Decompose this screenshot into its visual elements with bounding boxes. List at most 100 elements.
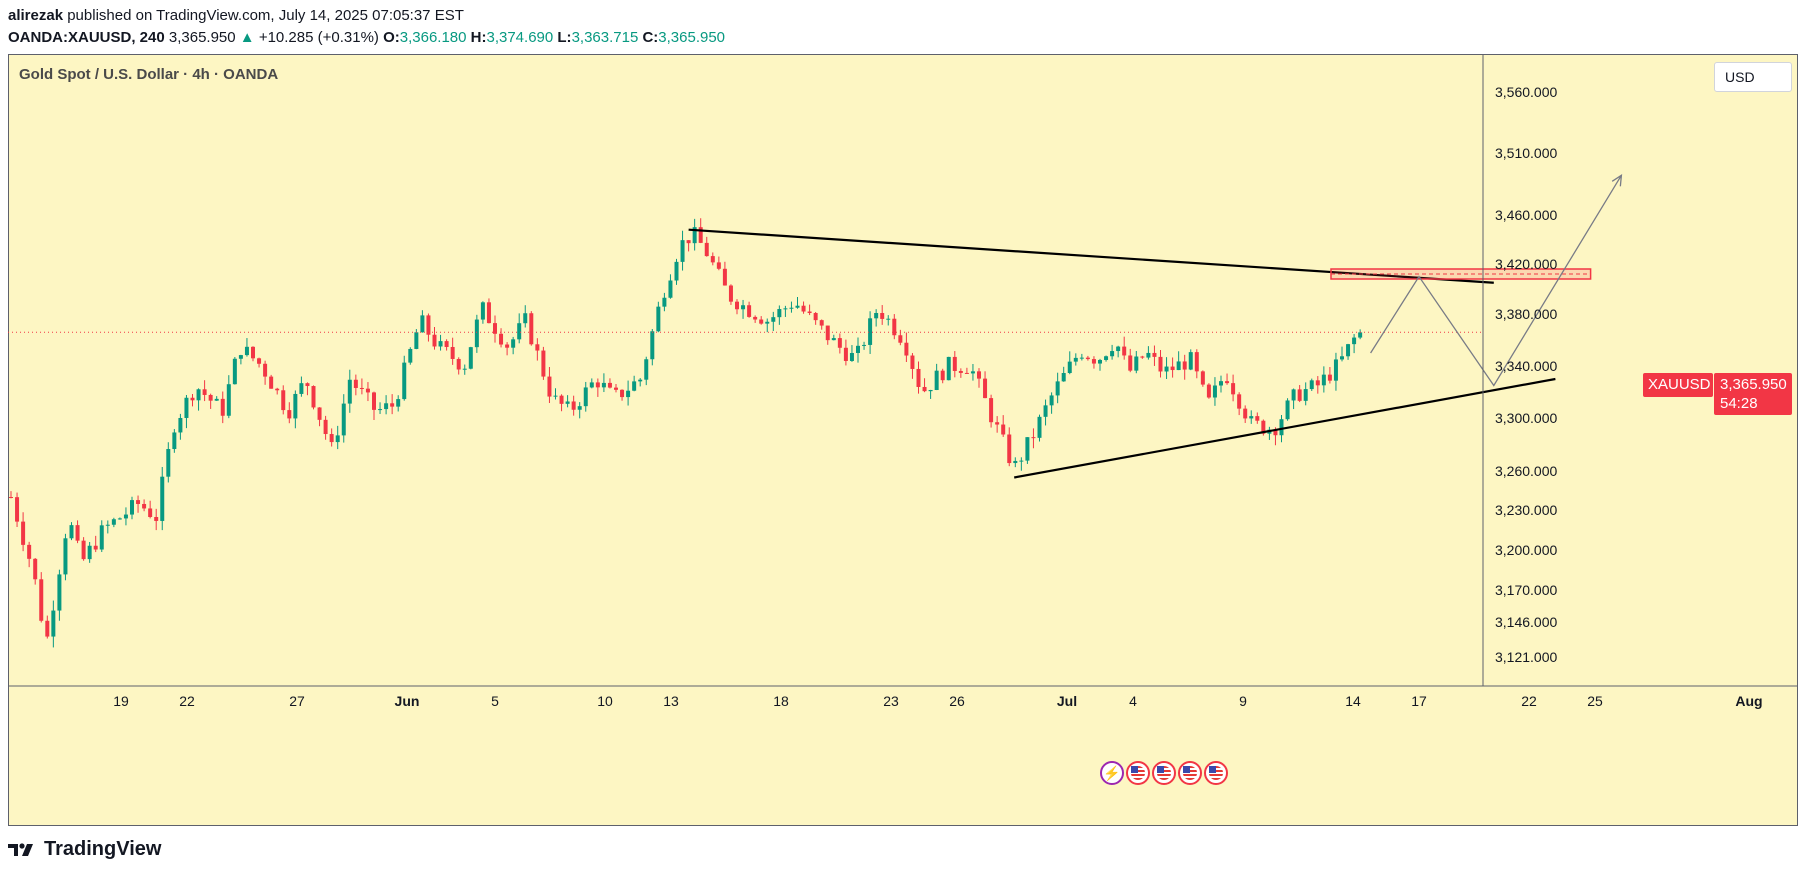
candle-body [1212,385,1217,398]
candle-body [1231,383,1236,395]
candle-body [269,376,274,389]
price-tick-label: 3,121.000 [1495,649,1557,665]
candle-body [753,316,758,320]
us-flag-icon[interactable] [1178,761,1202,785]
drawings-layer [8,174,1623,479]
high-value: 3,374.690 [486,29,554,46]
candle-body [202,389,207,395]
candle-body [1249,416,1254,419]
bolt-icon[interactable]: ⚡ [1100,761,1124,785]
candle-body [1358,332,1363,338]
candle-body [1073,357,1078,362]
ohlc-header: OANDA:XAUUSD, 240 3,365.950 ▲ +10.285 (+… [8,28,725,48]
candle-body [1297,389,1302,401]
time-tick-label: 22 [179,693,195,709]
candle-body [511,339,516,348]
candle-body [184,397,189,418]
close-value: 3,365.950 [658,29,726,46]
candle-body [1219,381,1223,386]
candle-body [523,313,528,324]
candle-body [1013,460,1018,464]
candle-body [275,388,280,391]
price-tick-label: 3,460.000 [1495,207,1557,223]
candle-body [1140,356,1145,358]
candle-body [892,318,897,336]
candle-body [674,261,679,281]
candle-body [1110,351,1115,357]
us-flag-icon[interactable] [1126,761,1150,785]
candle-body [214,398,219,401]
candle-body [856,345,860,354]
price-tick-label: 3,510.000 [1495,145,1557,161]
candle-body [1152,352,1157,357]
projection-arrowhead [1611,174,1623,187]
candle-body [874,313,879,319]
candle-body [353,379,358,388]
price-chart[interactable]: 3,560.000 3,510.000 3,460.000 3,420.000 3,38… [8,54,1798,826]
candle-body [178,417,183,433]
candle-body [680,240,685,262]
publish-header: alirezak published on TradingView.com, J… [8,6,464,26]
change-value: +10.285 (+0.31%) [258,29,379,46]
candle-body [1067,361,1072,374]
candle-body [1158,356,1163,372]
candle-body [196,389,201,401]
candle-body [317,407,322,420]
candle-body [1176,361,1181,371]
candle-body [136,500,141,504]
us-flag-icon[interactable] [1204,761,1228,785]
candle-body [480,302,485,320]
candle-body [15,497,20,522]
candle-body [765,321,770,324]
candle-body [390,403,395,407]
candle-body [160,476,165,521]
candle-body [1303,389,1308,401]
candle-body [123,514,128,519]
candle-body [1055,381,1060,396]
author-name[interactable]: alirezak [8,7,64,24]
candle-body [1091,359,1096,364]
candle-body [45,620,50,637]
currency-button[interactable]: USD [1714,62,1792,92]
candle-body [880,313,885,319]
candle-body [644,359,649,380]
time-tick-label: 14 [1345,693,1361,709]
candle-body [1273,429,1278,436]
candle-body [323,419,328,435]
candle-body [1104,356,1109,360]
candle-body [1019,460,1024,462]
candle-body [462,368,467,370]
candle-body [529,313,534,345]
candle-body [142,503,147,509]
candle-body [626,390,631,398]
candle-body [493,323,497,334]
time-tick-label: Jul [1057,693,1077,709]
candle-body [638,379,643,382]
candle-body [505,344,510,348]
candle-body [819,320,824,326]
time-tick-label: 4 [1129,693,1137,709]
candle-body [650,331,655,360]
footer-brand[interactable]: TradingView [8,838,161,861]
candle-body [1237,394,1242,409]
price-tick-label: 3,300.000 [1495,410,1557,426]
symbol-label: OANDA:XAUUSD, 240 [8,29,165,46]
candle-body [117,518,122,520]
candle-body [698,227,703,243]
candle-body [807,311,812,314]
candle-body [238,355,243,359]
candle-body [438,341,443,347]
candle-body [989,398,994,423]
candle-body [1352,337,1357,345]
close-label: C: [642,29,659,46]
us-flag-icon[interactable] [1152,761,1176,785]
candle-body [704,242,709,257]
candle-body [1346,344,1351,357]
candle-body [862,344,867,346]
candle-body [1128,355,1133,371]
time-tick-label: 18 [773,693,789,709]
time-tick-label: 19 [113,693,129,709]
candle-body [831,338,836,341]
candle-body [426,315,431,335]
candle-body [728,285,733,302]
